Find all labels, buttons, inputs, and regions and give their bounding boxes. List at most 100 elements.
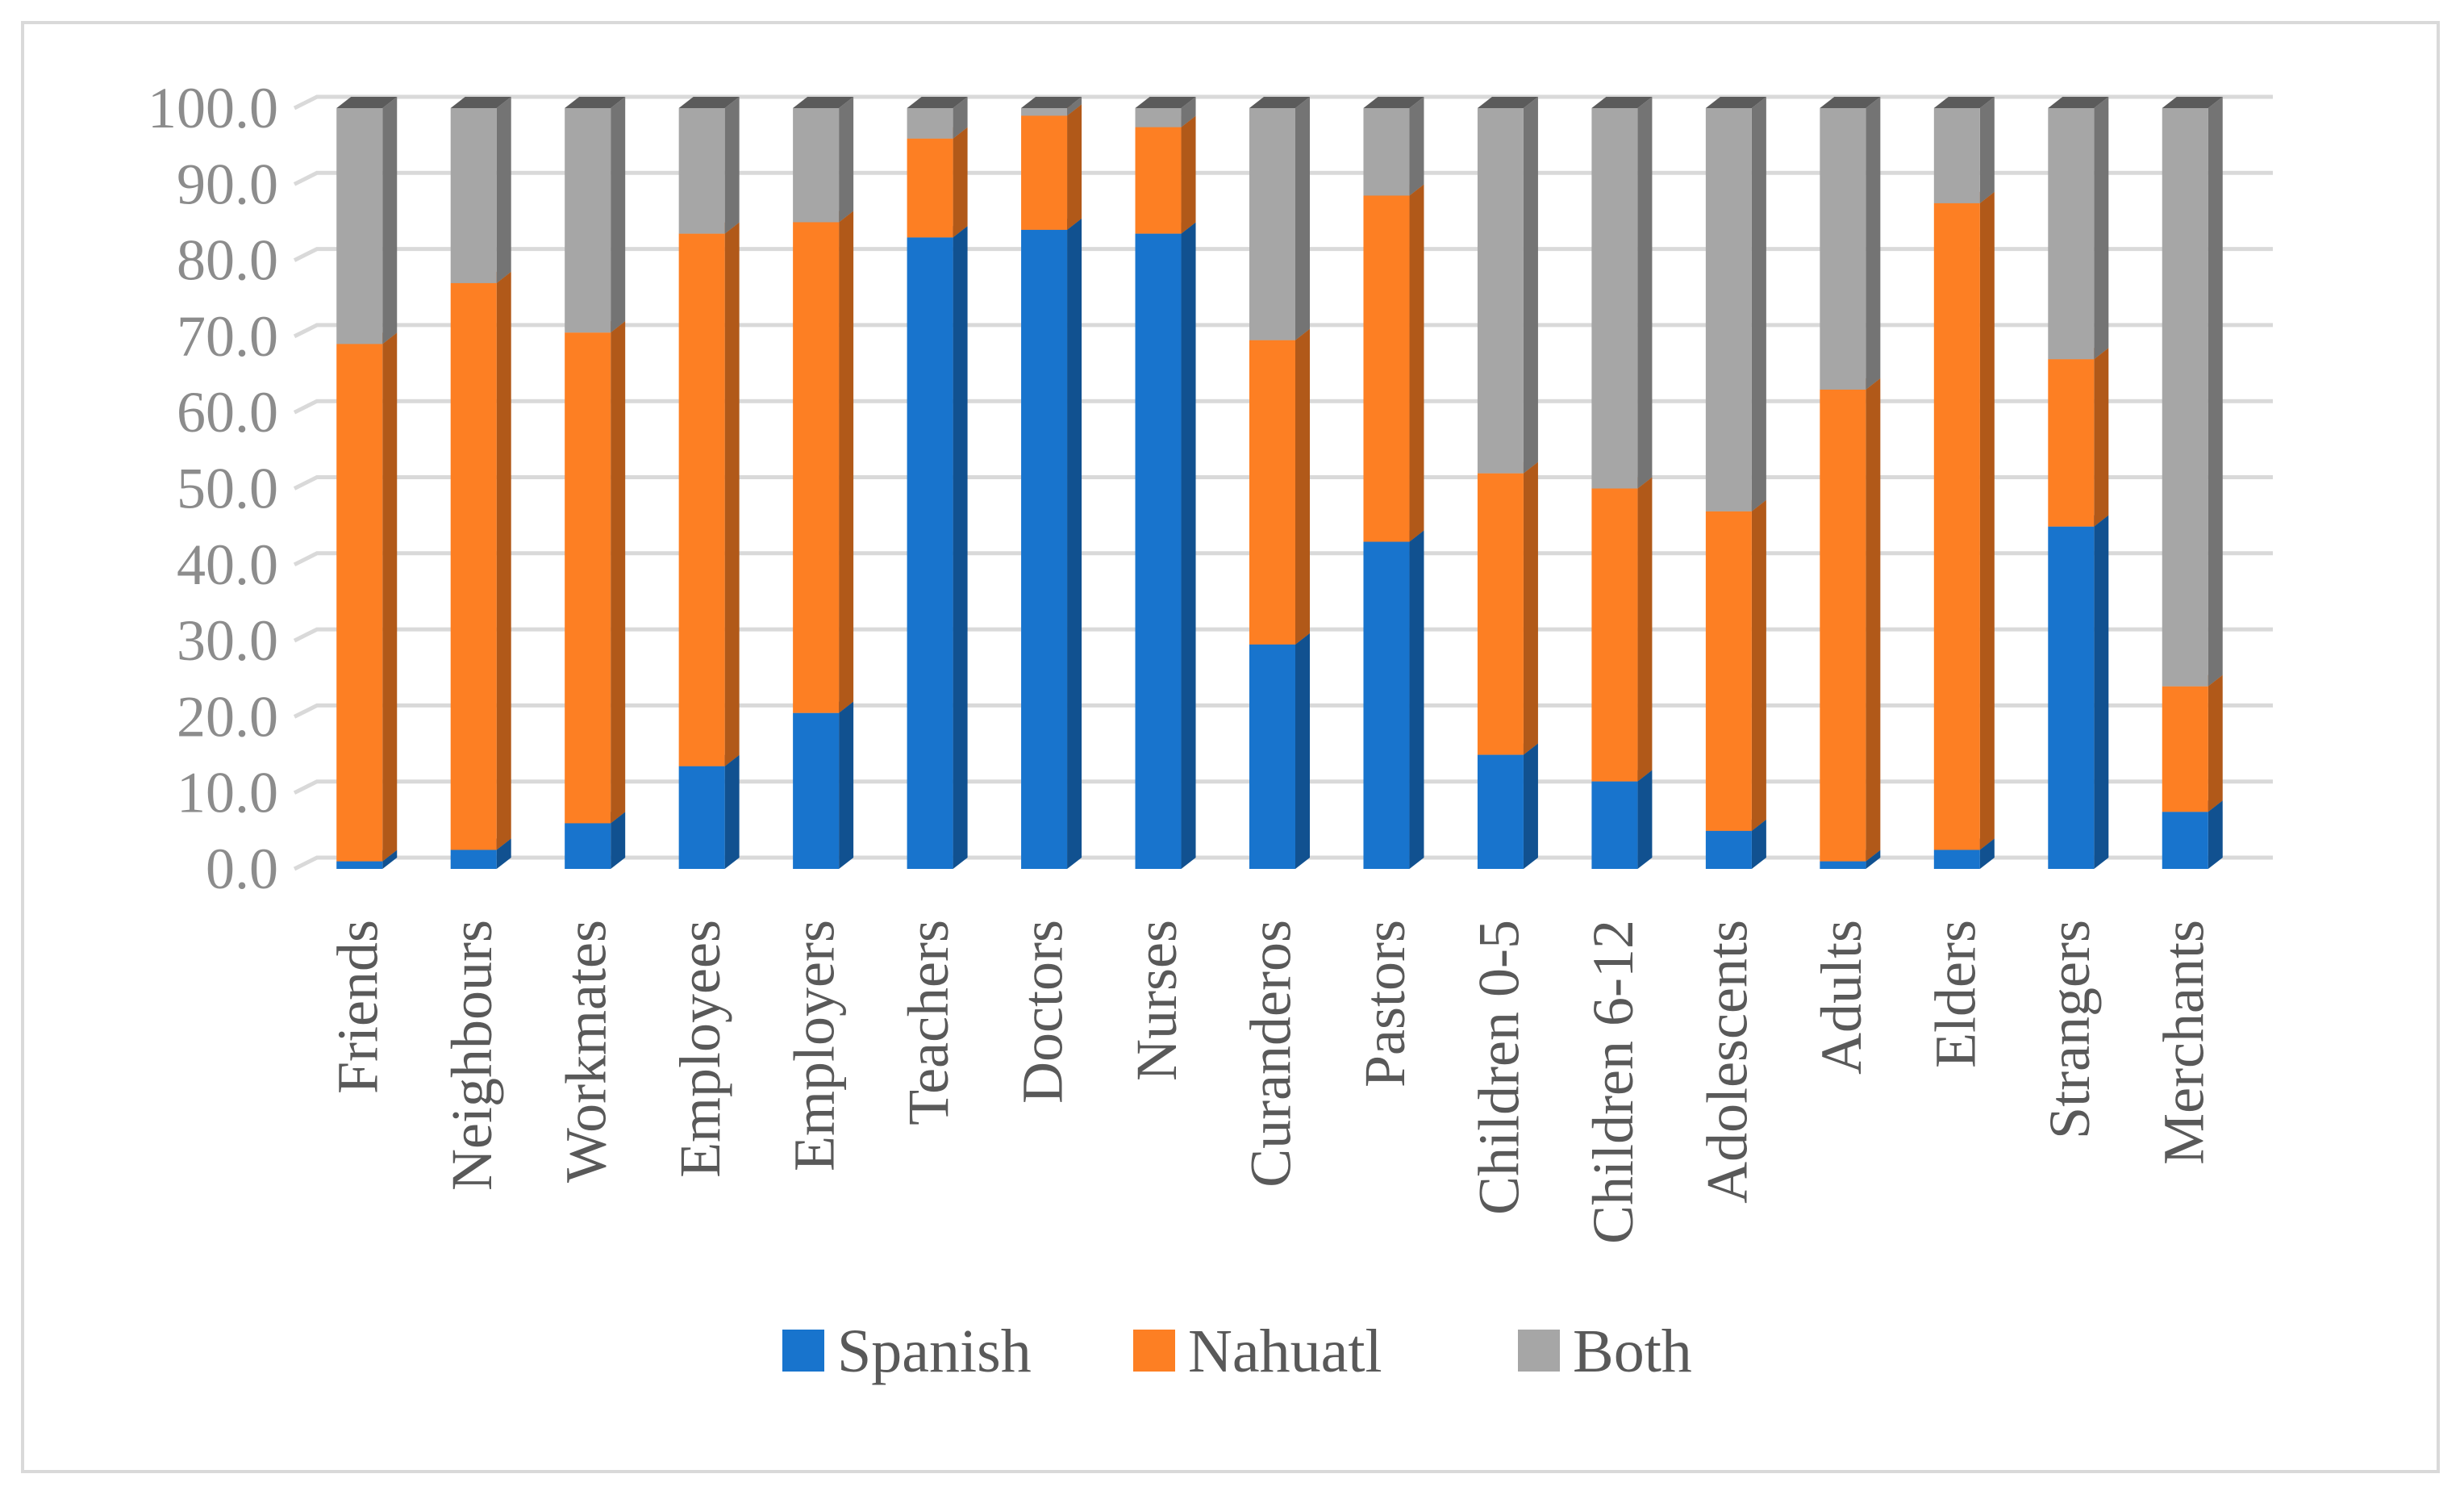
bar-segment-spanish [1477, 754, 1524, 869]
y-tick-label: 80.0 [177, 228, 278, 293]
legend-swatch-spanish [782, 1330, 824, 1372]
y-tick-label: 100.0 [148, 76, 278, 140]
bar-stack-10 [1477, 97, 1538, 869]
bar-side-both [1295, 97, 1310, 340]
legend-label-both: Both [1573, 1317, 1692, 1385]
bar-segment-nahuatl [2162, 686, 2208, 812]
bar-side-spanish [2208, 800, 2223, 869]
bar-stack-9 [1363, 97, 1424, 869]
bar-stack-12 [1705, 97, 1766, 869]
bar-segment-spanish [1820, 861, 1866, 869]
bar-segment-both [2162, 108, 2208, 687]
bar-segment-nahuatl [336, 344, 383, 862]
bar-segment-nahuatl [1477, 473, 1524, 755]
bar-side-both [611, 97, 626, 333]
bar-stack-7 [1135, 97, 1196, 870]
y-tick-label: 70.0 [177, 304, 278, 369]
y-tick-label: 60.0 [177, 380, 278, 445]
bar-top-both [2048, 97, 2109, 108]
bar-side-spanish [1181, 222, 1196, 870]
x-category-label: Employees [668, 920, 732, 1178]
bar-top-both [336, 97, 398, 108]
x-category-label: Teachers [896, 920, 961, 1125]
x-axis-categories: Friends Neighbours Workmates Employees Emplo… [326, 920, 2216, 1244]
bar-side-nahuatl [839, 211, 854, 713]
bar-side-nahuatl [1637, 477, 1653, 782]
bar-segment-nahuatl [907, 138, 953, 238]
bar-segment-spanish [336, 861, 383, 869]
bar-side-nahuatl [1979, 191, 1995, 850]
bar-segment-both [565, 108, 611, 333]
bar-segment-nahuatl [1933, 203, 1980, 850]
bar-side-both [1866, 97, 1881, 390]
bar-stack-11 [1591, 97, 1653, 869]
bar-segment-both [2048, 108, 2095, 360]
bar-stack-6 [1021, 97, 1082, 869]
bar-side-spanish [1866, 850, 1881, 869]
bar-top-both [1477, 97, 1538, 108]
bar-segment-spanish [1135, 233, 1182, 870]
bar-side-nahuatl [2094, 348, 2109, 527]
bar-top-both [678, 97, 740, 108]
y-tick-label: 90.0 [177, 152, 278, 216]
bar-segment-both [450, 108, 497, 283]
y-tick-label: 20.0 [177, 684, 278, 749]
bar-side-both [953, 97, 968, 139]
bar-top-both [1705, 97, 1766, 108]
bar-side-spanish [724, 754, 740, 869]
bar-segment-spanish [1363, 541, 1410, 869]
bar-side-spanish [1295, 633, 1310, 869]
bar-segment-nahuatl [1705, 511, 1752, 831]
bar-segment-both [1021, 108, 1068, 116]
bar-side-spanish [496, 838, 511, 869]
bar-side-both [1637, 97, 1653, 489]
bar-segment-both [678, 108, 725, 234]
bar-side-nahuatl [1295, 328, 1310, 645]
bar-side-spanish [1067, 218, 1082, 869]
bar-segment-both [1820, 108, 1866, 390]
bar-side-spanish [1637, 770, 1653, 869]
bar-side-nahuatl [1751, 499, 1766, 831]
bar-stack-2 [565, 97, 626, 869]
x-category-label: Friends [326, 920, 390, 1094]
bar-stack-3 [678, 97, 740, 869]
bar-side-both [496, 97, 511, 283]
bar-stack-4 [793, 97, 854, 869]
legend: Spanish Nahuatl Both [782, 1317, 1692, 1385]
bar-segment-both [1135, 108, 1182, 127]
bar-top-both [1820, 97, 1881, 108]
x-category-label: Strangers [2037, 920, 2102, 1139]
bar-stack-13 [1820, 97, 1881, 869]
chart-frame [21, 21, 2440, 1473]
bar-top-both [1363, 97, 1424, 108]
bar-segment-nahuatl [1021, 115, 1068, 230]
bar-side-nahuatl [496, 271, 511, 850]
bar-side-nahuatl [1067, 104, 1082, 230]
x-category-label: Workmates [554, 920, 619, 1183]
x-category-label: Curanderos [1239, 920, 1303, 1188]
bar-stack-8 [1249, 97, 1310, 869]
bar-top-both [793, 97, 854, 108]
bar-side-both [382, 97, 398, 344]
y-tick-label: 40.0 [177, 532, 278, 597]
bar-segment-nahuatl [1591, 488, 1638, 782]
bar-segment-spanish [2048, 526, 2095, 869]
bar-segment-both [1933, 108, 1980, 203]
bar-segment-nahuatl [565, 332, 611, 824]
legend-label-spanish: Spanish [837, 1317, 1032, 1385]
bar-segment-both [1591, 108, 1638, 489]
bar-segment-spanish [1021, 229, 1068, 869]
bar-side-both [2094, 97, 2109, 360]
bar-side-both [1409, 97, 1424, 196]
bar-side-nahuatl [953, 127, 968, 238]
bar-side-both [839, 97, 854, 223]
bar-side-spanish [611, 812, 626, 869]
bar-segment-nahuatl [793, 222, 840, 713]
legend-swatch-both [1518, 1330, 1560, 1372]
bar-segment-spanish [907, 237, 953, 869]
bar-stack-1 [450, 97, 511, 869]
bar-side-both [724, 97, 740, 234]
legend-swatch-nahuatl [1133, 1330, 1175, 1372]
bar-side-spanish [1751, 819, 1766, 869]
bar-side-spanish [1979, 838, 1995, 869]
